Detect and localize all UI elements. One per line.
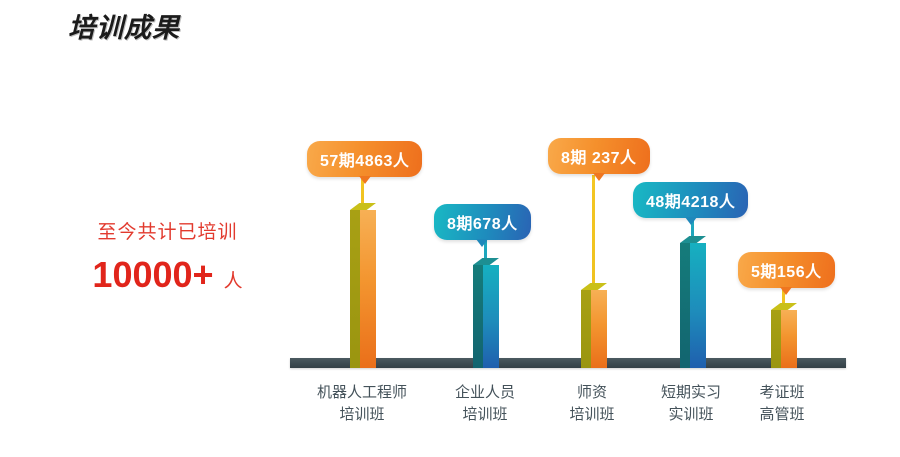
- bar-side-face-1: [350, 210, 360, 368]
- page-title: 培训成果: [68, 13, 180, 44]
- callout-stem-2: [484, 240, 487, 262]
- category-label-1-line1: 机器人工程师: [316, 384, 407, 401]
- callout-tail-icon-2: [476, 239, 489, 247]
- bar-callout-3[interactable]: 8期 237人: [548, 138, 650, 181]
- category-label-4-line2: 实训班: [668, 405, 714, 423]
- bar-column-1[interactable]: [350, 203, 376, 368]
- callout-tail-icon-5: [780, 287, 793, 295]
- category-label-4-line1: 短期实习: [660, 384, 721, 401]
- bar-top-face-5: [771, 303, 797, 311]
- chart-baseline: [290, 358, 846, 368]
- summary-total-row: 10000+ 人: [60, 253, 275, 295]
- bar-callout-label-2: 8期678人: [447, 216, 518, 233]
- category-label-1-line2: 培训班: [339, 405, 385, 423]
- category-label-5-line1: 考证班: [759, 384, 805, 401]
- bar-front-face-3: [591, 290, 607, 368]
- callout-stem-3: [592, 175, 595, 287]
- bar-callout-label-1: 57期4863人: [320, 153, 410, 170]
- callout-stem-5: [782, 288, 785, 308]
- bar-front-face-5: [781, 310, 797, 368]
- bar-callout-4[interactable]: 48期4218人: [633, 182, 749, 225]
- callout-stem-4: [691, 218, 694, 240]
- bar-column-4[interactable]: [680, 236, 706, 368]
- bar-front-face-4: [690, 243, 706, 368]
- category-label-1: 机器人工程师 培训班: [298, 382, 426, 426]
- callout-tail-icon-4: [684, 217, 697, 225]
- summary-total-unit: 人: [223, 270, 243, 292]
- category-label-4: 短期实习 实训班: [635, 382, 747, 426]
- bar-column-5[interactable]: [771, 303, 797, 368]
- bar-side-face-5: [771, 310, 781, 368]
- bar-side-face-4: [680, 243, 690, 368]
- bar-front-face-1: [360, 210, 376, 368]
- callout-stem-1: [361, 178, 364, 206]
- bar-callout-5[interactable]: 5期156人: [738, 252, 835, 295]
- summary-block: 至今共计已培训 10000+ 人: [60, 222, 275, 293]
- bar-callout-2[interactable]: 8期678人: [434, 204, 531, 247]
- bar-callout-label-3: 8期 237人: [561, 150, 637, 167]
- category-label-5: 考证班 高管班: [735, 382, 829, 426]
- category-label-3-line1: 师资: [576, 384, 607, 401]
- callout-tail-icon-1: [358, 176, 371, 184]
- bar-top-face-1: [350, 203, 376, 211]
- category-label-3-line2: 培训班: [569, 405, 615, 423]
- category-label-2-line1: 企业人员: [454, 384, 515, 401]
- category-label-5-line2: 高管班: [759, 405, 805, 423]
- bar-top-face-2: [473, 258, 499, 266]
- callout-tail-icon-3: [592, 173, 605, 181]
- category-label-2: 企业人员 培训班: [429, 382, 541, 426]
- bar-top-face-4: [680, 236, 706, 244]
- summary-label: 至今共计已培训: [97, 222, 238, 243]
- bar-side-face-3: [581, 290, 591, 368]
- bar-callout-label-5: 5期156人: [751, 264, 822, 281]
- bar-column-3[interactable]: [581, 283, 607, 368]
- bar-callout-label-4: 48期4218人: [646, 194, 736, 211]
- category-label-3: 师资 培训班: [545, 382, 639, 426]
- bar-side-face-2: [473, 265, 483, 368]
- summary-total-number: 10000+: [92, 253, 214, 295]
- category-label-2-line2: 培训班: [462, 405, 508, 423]
- bar-callout-1[interactable]: 57期4863人: [307, 141, 423, 184]
- page-title-text: 培训成果: [68, 13, 180, 43]
- bar-column-2[interactable]: [473, 258, 499, 368]
- bar-top-face-3: [581, 283, 607, 291]
- bar-front-face-2: [483, 265, 499, 368]
